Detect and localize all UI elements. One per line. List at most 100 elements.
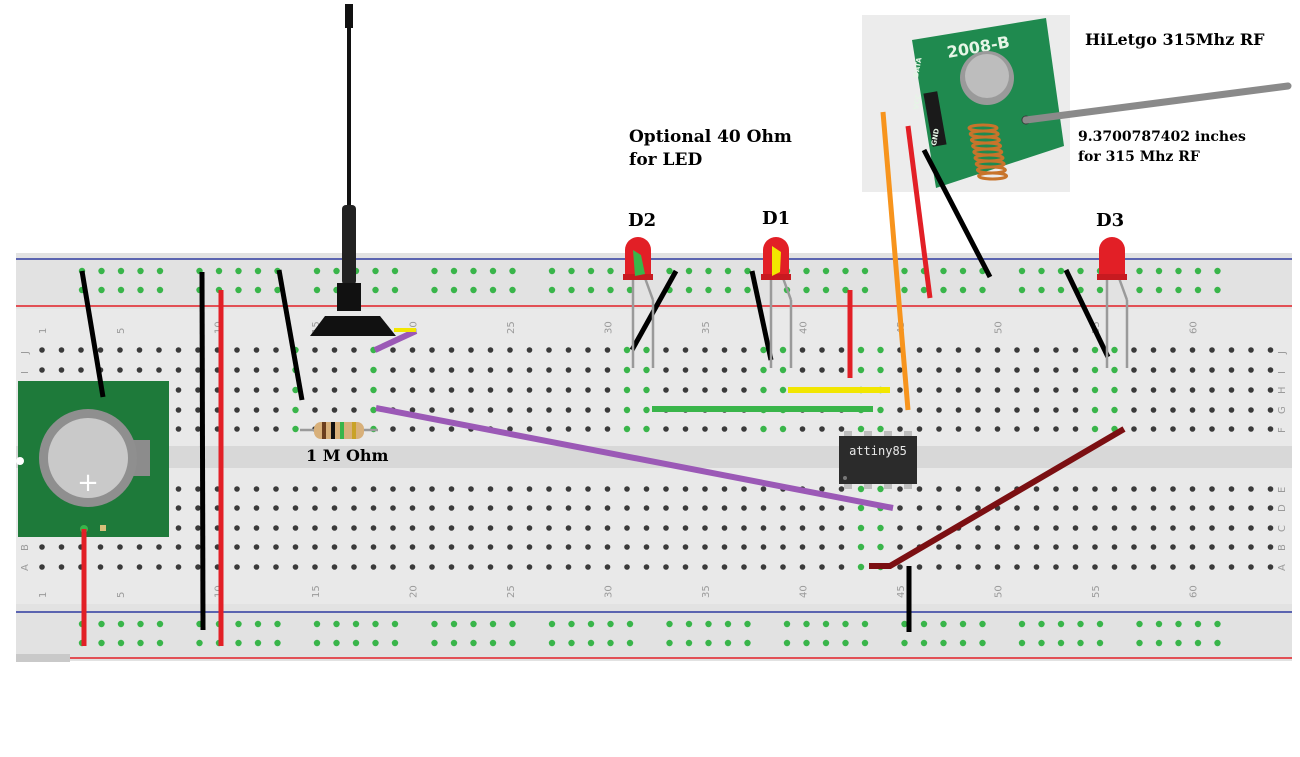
breadboard-hole	[663, 486, 669, 492]
rail-hole	[254, 267, 262, 275]
breadboard-hole	[916, 387, 923, 393]
breadboard-hole	[195, 347, 201, 353]
breadboard-hole	[1267, 407, 1274, 413]
rail-hole	[254, 620, 262, 628]
breadboard-hole	[643, 486, 650, 492]
breadboard-hole	[448, 544, 455, 550]
breadboard-hole	[292, 505, 299, 511]
breadboard-hole	[663, 347, 669, 353]
breadboard-hole	[585, 426, 591, 432]
row-letter: D	[1277, 504, 1288, 512]
breadboard-hole	[390, 347, 396, 353]
breadboard-hole	[1228, 544, 1235, 550]
breadboard-hole	[390, 387, 396, 393]
breadboard-hole	[780, 525, 786, 531]
breadboard-hole	[292, 544, 299, 550]
breadboard-hole	[234, 387, 240, 393]
breadboard-hole	[1014, 525, 1020, 531]
breadboard-hole	[897, 525, 903, 531]
rail-hole	[940, 620, 947, 628]
breadboard-hole	[156, 564, 162, 570]
breadboard-hole	[1053, 367, 1059, 373]
breadboard-hole	[1092, 564, 1098, 570]
rail-hole	[1038, 639, 1045, 647]
breadboard-hole	[916, 407, 923, 413]
breadboard-hole	[390, 367, 396, 373]
breadboard-hole	[643, 346, 650, 354]
breadboard-hole	[546, 407, 552, 413]
breadboard-hole	[39, 367, 45, 373]
breadboard-hole	[565, 367, 572, 373]
breadboard-hole	[623, 425, 631, 433]
column-number-top: 60	[1189, 321, 1200, 334]
breadboard-hole	[312, 387, 318, 393]
optional-resistor-note-2: for LED	[629, 150, 702, 170]
optional-resistor-note: Optional 40 Ohm	[629, 127, 792, 147]
breadboard-hole	[1033, 544, 1040, 550]
breadboard-hole	[409, 426, 416, 432]
breadboard-hole	[663, 426, 669, 432]
breadboard-hole	[702, 347, 708, 353]
breadboard-hole	[760, 564, 767, 570]
rail-hole	[1175, 286, 1182, 294]
d3-gnd-wire	[1063, 268, 1111, 359]
rail-hole	[1096, 286, 1104, 294]
breadboard-hole	[857, 543, 865, 551]
breadboard-hole	[1248, 387, 1254, 393]
breadboard-hole	[682, 367, 689, 373]
breadboard-hole	[838, 505, 845, 511]
breadboard-hole	[234, 544, 240, 550]
rail-hole	[1136, 286, 1143, 294]
breadboard-hole	[546, 367, 552, 373]
rail-hole	[1057, 267, 1065, 275]
breadboard-hole	[1111, 564, 1118, 570]
breadboard-hole	[1228, 367, 1235, 373]
breadboard-hole	[195, 387, 201, 393]
rail-hole	[842, 620, 849, 628]
rail-hole	[509, 620, 516, 628]
breadboard-hole	[604, 505, 611, 511]
breadboard-hole	[721, 505, 728, 511]
breadboard-hole	[429, 347, 435, 353]
breadboard-hole	[331, 347, 338, 353]
antenna-tip	[345, 4, 353, 28]
breadboard-hole	[175, 347, 182, 353]
rail-hole	[842, 286, 849, 294]
breadboard-hole	[955, 486, 962, 492]
breadboard-hole	[916, 486, 923, 492]
rail-hole	[372, 639, 379, 647]
breadboard-hole	[1072, 426, 1079, 432]
breadboard-hole	[429, 564, 435, 570]
rail-hole	[822, 639, 830, 647]
breadboard-hole	[1053, 426, 1059, 432]
breadboard-hole	[1209, 407, 1215, 413]
breadboard-hole	[1267, 564, 1274, 570]
breadboard-hole	[955, 407, 962, 413]
breadboard-hole	[331, 505, 338, 511]
rail-hole	[979, 639, 986, 647]
breadboard-hole	[624, 525, 630, 531]
rail-hole	[98, 286, 105, 294]
breadboard-hole	[721, 544, 728, 550]
breadboard-hole	[78, 347, 84, 353]
rail-hole	[1175, 267, 1182, 275]
breadboard-hole	[468, 544, 474, 550]
rail-hole	[1038, 267, 1045, 275]
chip-pin	[904, 483, 912, 489]
breadboard-hole	[623, 386, 631, 394]
rail-hole	[1077, 267, 1084, 275]
breadboard-hole	[117, 347, 123, 353]
breadboard-hole	[1170, 525, 1176, 531]
breadboard-hole	[1248, 426, 1254, 432]
coin-cell-face	[48, 418, 128, 498]
breadboard-hole	[1111, 525, 1118, 531]
breadboard-hole	[526, 347, 533, 353]
rail-hole	[254, 639, 262, 647]
breadboard-hole	[975, 367, 981, 373]
breadboard-hole	[779, 366, 787, 374]
breadboard-hole	[1170, 367, 1176, 373]
rail-hole	[156, 267, 164, 275]
breadboard-hole	[117, 367, 123, 373]
breadboard-hole	[936, 544, 942, 550]
breadboard-hole	[1033, 564, 1040, 570]
